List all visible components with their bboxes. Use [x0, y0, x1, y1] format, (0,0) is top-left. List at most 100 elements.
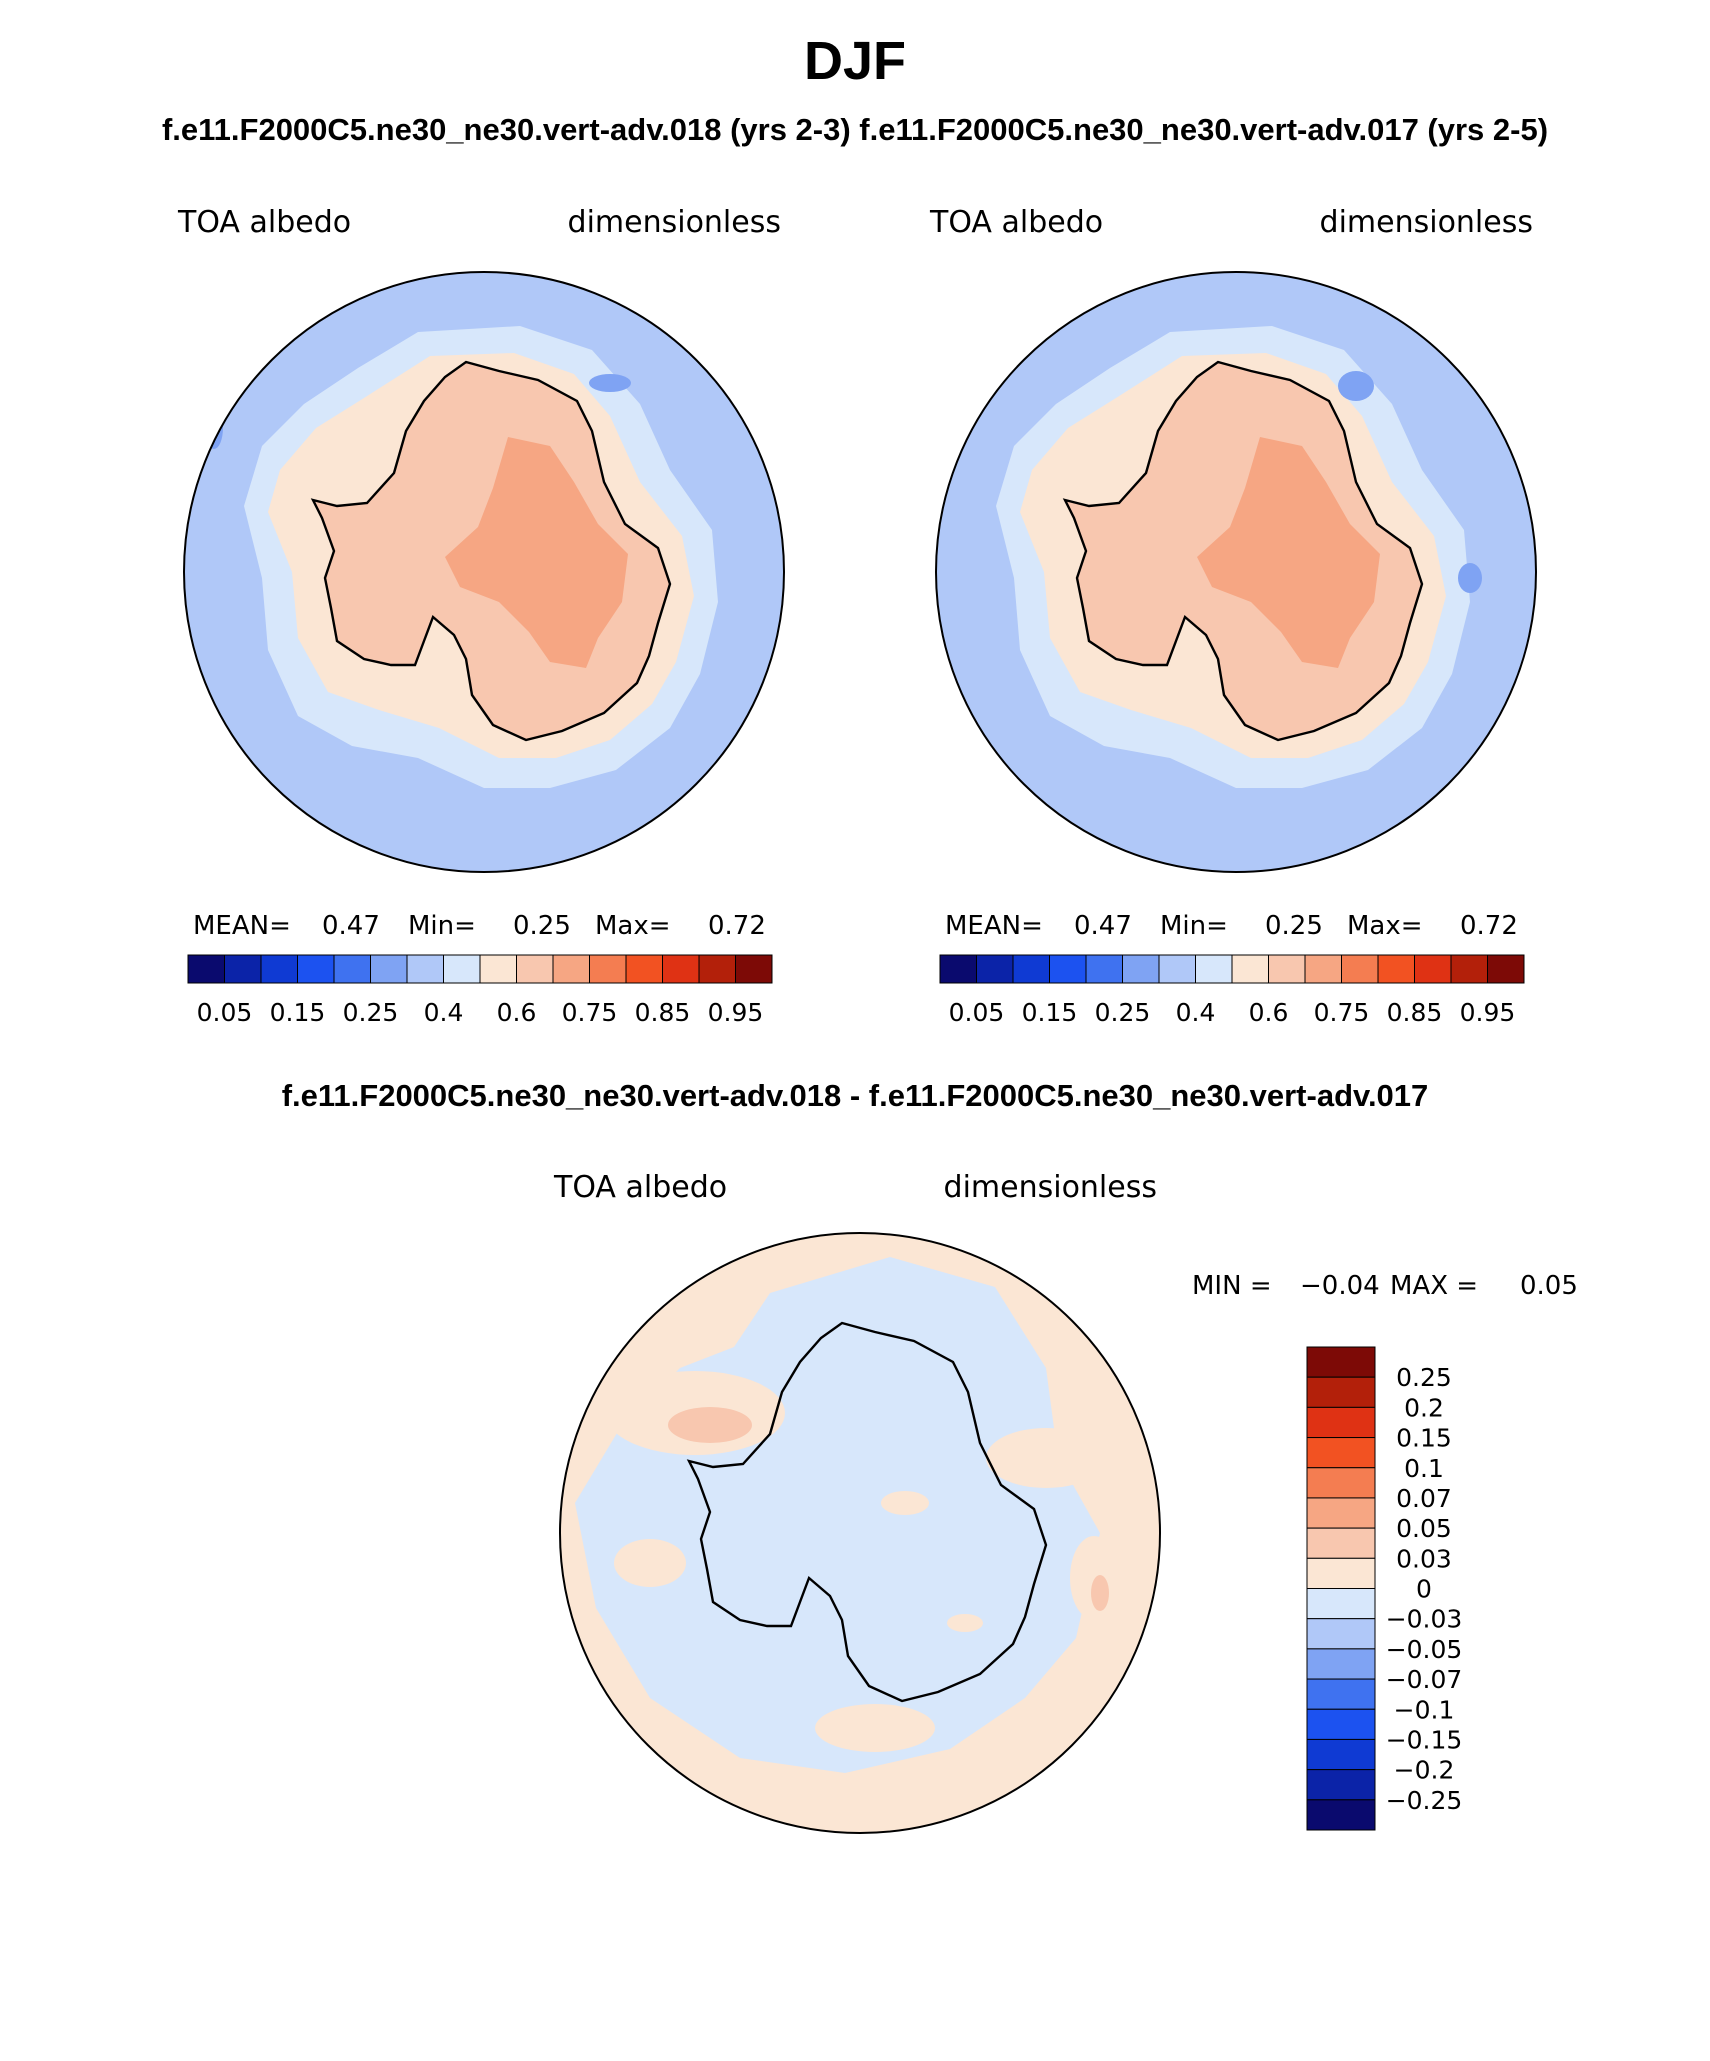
diff-stat-min-label: MIN =: [1192, 1271, 1272, 1301]
colorbar-difference-label: −0.05: [1386, 1635, 1463, 1664]
colorbar-right-swatch: [976, 954, 1014, 984]
colorbar-difference-label: 0.05: [1396, 1514, 1452, 1543]
colorbar-right-swatch: [1085, 954, 1123, 984]
colorbar-left-label: 0.4: [424, 998, 464, 1027]
colorbar-left-swatch: [735, 954, 773, 984]
diff-stat-max-value: 0.05: [1520, 1271, 1578, 1301]
colorbar-left-swatch: [516, 954, 554, 984]
colorbar-difference-swatch: [1306, 1708, 1376, 1740]
colorbar-difference-swatch: [1306, 1557, 1376, 1589]
stat-max-label-left: Max=: [595, 911, 671, 941]
colorbar-left-swatch: [260, 954, 298, 984]
colorbar-difference-label: −0.25: [1386, 1786, 1463, 1815]
stat-min-label-right: Min=: [1160, 911, 1228, 941]
colorbar-left: 0.05 0.15 0.25 0.4 0.6 0.75 0.85 0.95: [187, 954, 773, 1027]
colorbar-right-swatch: [1122, 954, 1160, 984]
colorbar-left-swatch: [479, 954, 517, 984]
colorbar-left-swatch: [370, 954, 408, 984]
colorbar-difference-label: 0.15: [1396, 1424, 1452, 1453]
case-subtitle: f.e11.F2000C5.ne30_ne30.vert-adv.018 (yr…: [161, 112, 1549, 147]
colorbar-difference-swatch: [1306, 1799, 1376, 1831]
colorbar-difference-label: −0.07: [1386, 1665, 1463, 1694]
stat-max-value-left: 0.72: [708, 911, 766, 941]
diff-stat-min-value: −0.04: [1300, 1271, 1380, 1301]
colorbar-difference-swatch: [1306, 1376, 1376, 1408]
colorbar-difference-label: −0.03: [1386, 1605, 1463, 1634]
stat-min-value-left: 0.25: [513, 911, 571, 941]
colorbar-right: 0.05 0.15 0.25 0.4 0.6 0.75 0.85 0.95: [939, 954, 1525, 1027]
colorbar-difference-swatch: [1306, 1497, 1376, 1529]
colorbar-right-swatch: [1231, 954, 1269, 984]
map-boundary-difference: [559, 1232, 1161, 1834]
panel-left-variable: TOA albedo: [177, 205, 351, 240]
diff-stat-max-label: MAX =: [1390, 1271, 1478, 1301]
colorbar-left-label: 0.05: [197, 998, 253, 1027]
colorbar-difference-swatch: [1306, 1678, 1376, 1710]
colorbar-left-label: 0.6: [497, 998, 537, 1027]
colorbar-right-label: 0.95: [1460, 998, 1516, 1027]
polar-map-difference: [560, 1233, 1160, 1833]
colorbar-right-swatch: [1487, 954, 1525, 984]
panel-right-units: dimensionless: [1320, 205, 1533, 240]
colorbar-left-swatch: [297, 954, 335, 984]
stat-min-value-right: 0.25: [1265, 911, 1323, 941]
colorbar-difference-label: 0.03: [1396, 1544, 1452, 1573]
colorbar-right-swatch: [1450, 954, 1488, 984]
colorbar-difference-swatch: [1306, 1437, 1376, 1469]
colorbar-right-label: 0.25: [1095, 998, 1151, 1027]
page-title: DJF: [803, 31, 906, 91]
colorbar-right-swatch: [1377, 954, 1415, 984]
colorbar-left-swatch: [552, 954, 590, 984]
colorbar-right-swatch: [1268, 954, 1306, 984]
colorbar-left-swatch: [333, 954, 371, 984]
colorbar-left-swatch: [224, 954, 262, 984]
colorbar-right-label: 0.6: [1249, 998, 1289, 1027]
difference-title: f.e11.F2000C5.ne30_ne30.vert-adv.018 - f…: [281, 1078, 1429, 1113]
colorbar-difference-label: −0.15: [1386, 1725, 1463, 1754]
colorbar-difference-swatch: [1306, 1618, 1376, 1650]
panel-right-variable: TOA albedo: [929, 205, 1103, 240]
panel-right: TOA albedo dimensionless MEAN= 0.47 Min=…: [929, 205, 1537, 1027]
colorbar-difference-swatch: [1306, 1346, 1376, 1378]
stat-max-label-right: Max=: [1347, 911, 1423, 941]
stat-mean-label-left: MEAN=: [193, 911, 291, 941]
stat-mean-value-left: 0.47: [322, 911, 380, 941]
colorbar-right-swatch: [1049, 954, 1087, 984]
stat-mean-label-right: MEAN=: [945, 911, 1043, 941]
colorbar-difference-label: 0.25: [1396, 1363, 1452, 1392]
colorbar-right-label: 0.05: [949, 998, 1005, 1027]
colorbar-left-swatch: [406, 954, 444, 984]
colorbar-difference-label: 0.1: [1404, 1454, 1444, 1483]
colorbar-left-label: 0.15: [270, 998, 326, 1027]
colorbar-left-label: 0.75: [562, 998, 618, 1027]
colorbar-left-swatch: [187, 954, 225, 984]
colorbar-difference-swatch: [1306, 1406, 1376, 1439]
colorbar-difference-label: 0.2: [1404, 1393, 1444, 1422]
polar-map-right: [936, 272, 1536, 872]
colorbar-difference-label: 0.07: [1396, 1484, 1452, 1513]
map-boundary-left: [183, 271, 785, 873]
panel-left: TOA albedo dimensionless MEAN= 0.47 Min=…: [177, 205, 785, 1027]
colorbar-left-label: 0.85: [635, 998, 691, 1027]
colorbar-right-label: 0.4: [1176, 998, 1216, 1027]
map-boundary-right: [935, 271, 1537, 873]
stat-max-value-right: 0.72: [1460, 911, 1518, 941]
colorbar-right-swatch: [1341, 954, 1379, 984]
colorbar-right-swatch: [1304, 954, 1342, 984]
colorbar-right-swatch: [939, 954, 977, 984]
colorbar-right-label: 0.85: [1387, 998, 1443, 1027]
colorbar-left-swatch: [443, 954, 481, 984]
colorbar-difference-label: 0: [1416, 1575, 1432, 1604]
stat-mean-value-right: 0.47: [1074, 911, 1132, 941]
panel-diff-units: dimensionless: [944, 1170, 1157, 1205]
colorbar-right-label: 0.75: [1314, 998, 1370, 1027]
colorbar-difference-label: −0.1: [1394, 1695, 1455, 1724]
panel-diff-variable: TOA albedo: [553, 1170, 727, 1205]
colorbar-left-label: 0.25: [343, 998, 399, 1027]
colorbar-right-swatch: [1158, 954, 1196, 984]
colorbar-left-label: 0.95: [708, 998, 764, 1027]
colorbar-right-label: 0.15: [1022, 998, 1078, 1027]
colorbar-difference-swatch: [1306, 1648, 1376, 1680]
panel-difference: TOA albedo dimensionless MIN = −0.04 MAX…: [553, 1170, 1578, 1834]
colorbar-left-swatch: [589, 954, 627, 984]
